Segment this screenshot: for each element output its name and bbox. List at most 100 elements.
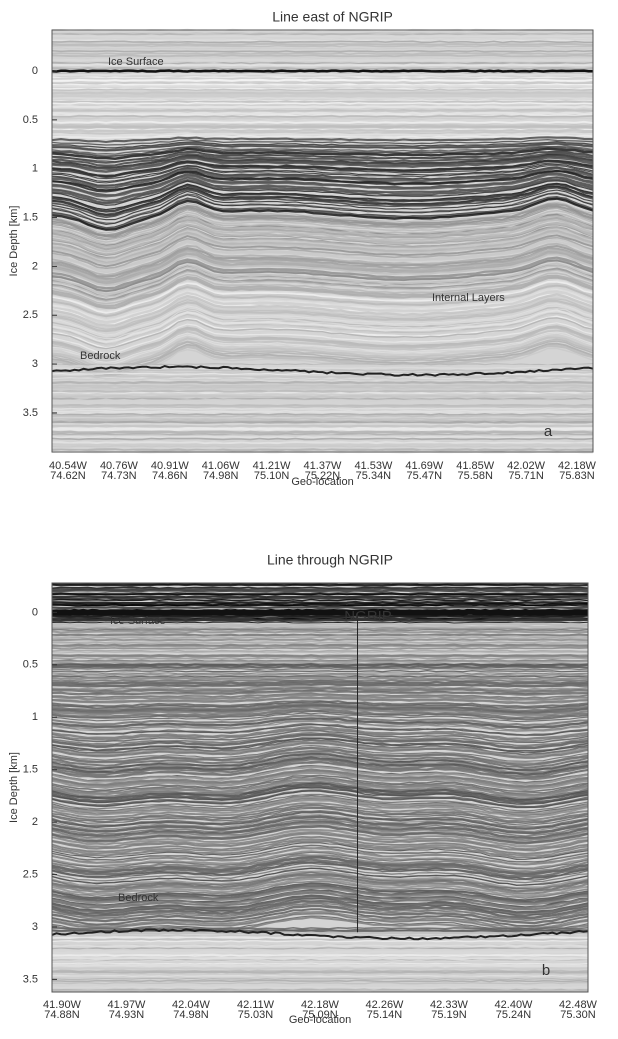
radar-layer bbox=[51, 829, 589, 848]
radar-layer bbox=[51, 284, 594, 318]
radar-layer bbox=[51, 56, 594, 59]
radar-layer bbox=[51, 256, 594, 290]
radar-layer bbox=[51, 954, 589, 957]
radar-layer bbox=[51, 323, 594, 357]
y-tick-label: 3.5 bbox=[23, 407, 38, 419]
radar-layer bbox=[51, 182, 594, 213]
annotation: Ice Surface bbox=[108, 56, 164, 68]
radar-layer bbox=[51, 203, 594, 237]
radar-layer bbox=[51, 389, 594, 394]
radar-layer bbox=[51, 953, 589, 956]
radar-layer bbox=[51, 424, 593, 428]
radar-layer bbox=[51, 219, 594, 253]
radar-layer bbox=[51, 947, 589, 950]
y-tick-label: 2 bbox=[32, 260, 38, 272]
radar-layer bbox=[51, 673, 589, 677]
radar-layer bbox=[51, 654, 589, 658]
radar-layer bbox=[51, 272, 594, 305]
radar-layer bbox=[52, 111, 594, 116]
radar-layer bbox=[51, 340, 594, 373]
radar-layer bbox=[51, 259, 594, 292]
radar-layer bbox=[51, 641, 589, 645]
radar-layer bbox=[51, 303, 594, 336]
radar-layer bbox=[51, 125, 594, 129]
annotation: b bbox=[542, 962, 550, 979]
radar-layer bbox=[51, 931, 589, 935]
radar-layer bbox=[51, 427, 594, 432]
x-tick-label: 42.04W bbox=[172, 999, 211, 1011]
radar-layer bbox=[51, 838, 589, 857]
radar-layer bbox=[51, 969, 589, 973]
radar-layer bbox=[51, 596, 589, 600]
radar-layer bbox=[51, 675, 589, 678]
radar-layer bbox=[51, 242, 594, 277]
radar-layer bbox=[51, 244, 594, 278]
radar-layer bbox=[51, 170, 594, 193]
x-tick-label: 75.34N bbox=[356, 470, 392, 482]
x-tick-label: 74.88N bbox=[44, 1009, 80, 1021]
radar-layer bbox=[51, 700, 589, 708]
radar-layer bbox=[51, 870, 589, 890]
radar-layer bbox=[51, 369, 594, 372]
radar-layer bbox=[51, 786, 589, 805]
radar-layer bbox=[51, 693, 589, 701]
radar-layer bbox=[51, 422, 594, 426]
radar-layer bbox=[51, 873, 589, 893]
x-tick-label: 40.54W bbox=[49, 460, 88, 472]
radar-layer bbox=[51, 366, 594, 370]
radar-layer bbox=[51, 441, 594, 445]
x-tick-label: 41.21W bbox=[253, 460, 292, 472]
radar-layer bbox=[51, 180, 594, 206]
radar-layer bbox=[51, 437, 594, 441]
radar-layer bbox=[51, 680, 589, 685]
radar-layer bbox=[51, 765, 589, 786]
radar-layer bbox=[51, 782, 589, 802]
radar-layer bbox=[51, 322, 594, 355]
radar-layer bbox=[51, 305, 594, 338]
radar-layer bbox=[51, 134, 594, 140]
radar-layer bbox=[51, 136, 594, 144]
y-tick-label: 3 bbox=[32, 358, 38, 370]
radar-layer bbox=[51, 738, 589, 754]
radar-layer bbox=[51, 636, 589, 640]
chart-title: Line east of NGRIP bbox=[272, 9, 393, 25]
y-tick-label: 2 bbox=[32, 816, 38, 828]
x-tick-label: 75.19N bbox=[431, 1009, 467, 1021]
x-tick-label: 42.18W bbox=[558, 460, 597, 472]
radar-layer bbox=[51, 40, 593, 44]
x-tick-label: 74.62N bbox=[50, 470, 86, 482]
x-tick-label: 41.69W bbox=[405, 460, 444, 472]
radar-layer bbox=[51, 156, 594, 173]
radar-layer bbox=[51, 299, 594, 333]
x-tick-label: 75.09N bbox=[302, 1009, 338, 1021]
radar-layer bbox=[51, 981, 589, 985]
radar-layer bbox=[51, 333, 594, 367]
radar-layer bbox=[51, 729, 589, 744]
radar-layer bbox=[51, 685, 589, 692]
x-tick-label: 42.26W bbox=[366, 999, 405, 1011]
radar-layer bbox=[51, 815, 589, 835]
radar-layer bbox=[51, 856, 589, 876]
radar-layer bbox=[51, 877, 589, 898]
radar-layer bbox=[51, 696, 588, 705]
y-tick-label: 2.5 bbox=[23, 309, 38, 321]
y-tick-label: 1 bbox=[32, 163, 38, 175]
radar-layer bbox=[51, 326, 594, 360]
radar-layer bbox=[51, 894, 589, 914]
radar-layer bbox=[51, 38, 594, 41]
ice-surface-line bbox=[51, 69, 593, 73]
radar-layer bbox=[51, 928, 589, 932]
radar-layer bbox=[51, 189, 594, 221]
radar-layer bbox=[51, 583, 589, 587]
radar-layer bbox=[51, 178, 594, 205]
radar-layer bbox=[51, 176, 594, 202]
radar-layer bbox=[51, 825, 589, 845]
radar-layer bbox=[51, 34, 594, 38]
x-tick-label: 42.18W bbox=[301, 999, 340, 1011]
radar-layer bbox=[51, 598, 589, 602]
x-tick-label: 74.98N bbox=[203, 470, 239, 482]
y-tick-label: 1 bbox=[32, 711, 38, 723]
radar-layer bbox=[51, 676, 589, 681]
radar-layer bbox=[51, 904, 589, 925]
radar-layer bbox=[51, 32, 594, 36]
